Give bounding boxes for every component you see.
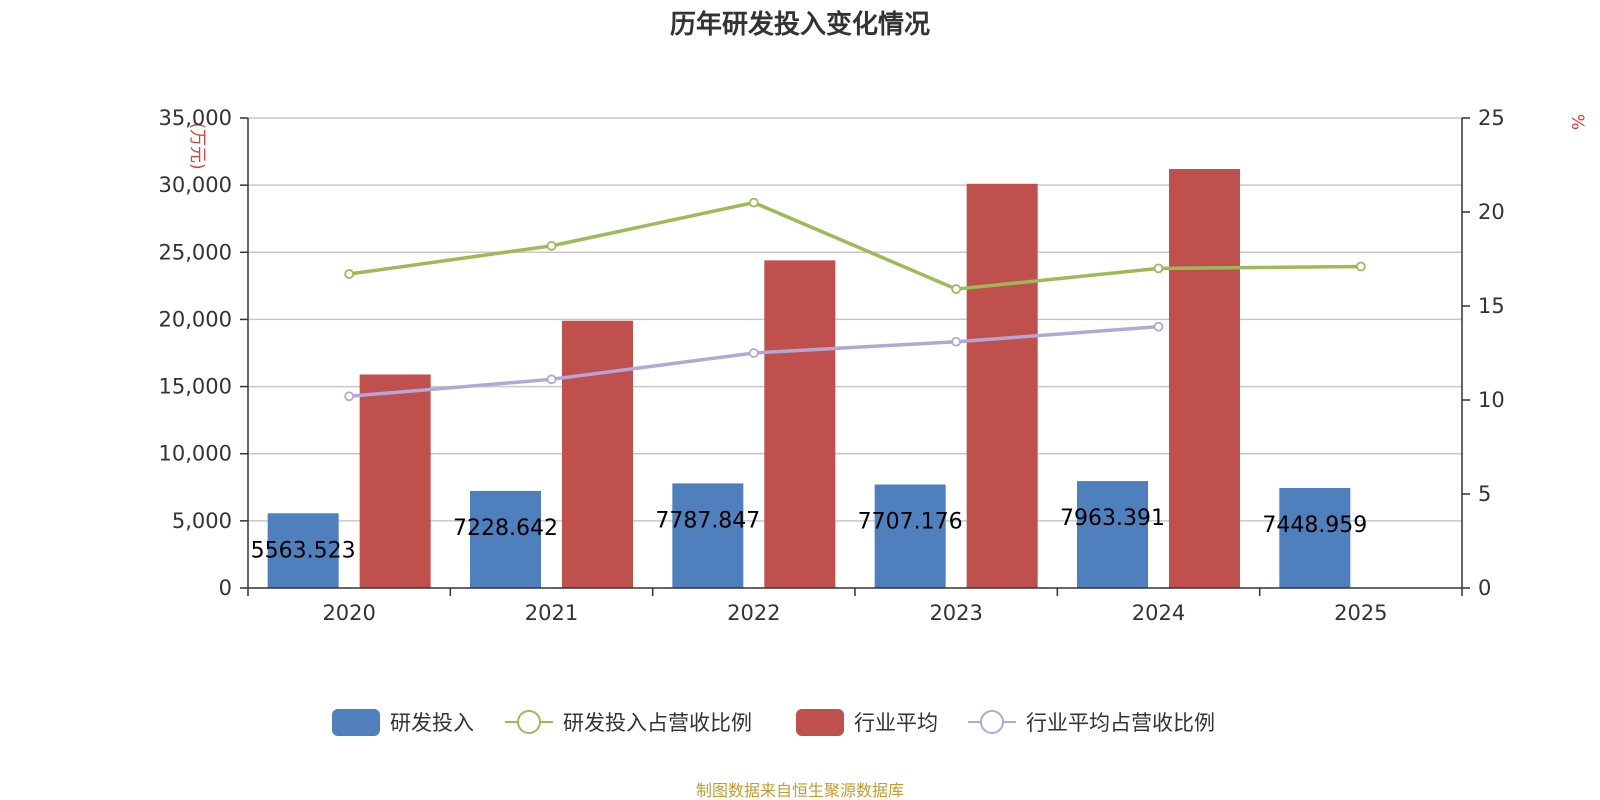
point-研发投入占营收比例 xyxy=(344,269,355,279)
right-axis-tick-label: 15 xyxy=(1478,294,1505,318)
bar-data-label: 5563.523 xyxy=(251,538,356,563)
bar-data-label: 7787.847 xyxy=(655,508,760,533)
point-研发投入占营收比例 xyxy=(748,197,759,208)
left-axis-tick-label: 15,000 xyxy=(159,375,232,399)
point-行业平均占营收比例 xyxy=(546,374,557,385)
legend-marker-行业平均占营收比例 xyxy=(980,710,1004,734)
point-行业平均占营收比例 xyxy=(748,348,759,358)
bar-行业平均-2023 xyxy=(966,183,1038,589)
bar-data-label: 7448.959 xyxy=(1262,513,1367,538)
legend-label: 研发投入 xyxy=(390,711,474,735)
right-axis-tick-label: 25 xyxy=(1478,106,1505,130)
source-note: 制图数据来自恒生聚源数据库 xyxy=(696,781,904,800)
chart-title: 历年研发投入变化情况 xyxy=(670,9,930,40)
left-axis-tick-label: 25,000 xyxy=(159,240,232,264)
right-axis-tick-label: 5 xyxy=(1478,482,1491,506)
bar-研发投入-2025 xyxy=(1279,487,1351,588)
x-axis-tick-label: 2020 xyxy=(322,601,375,625)
bar-研发投入-2024 xyxy=(1077,481,1148,588)
line-研发投入占营收比例 xyxy=(348,200,1361,291)
legend-label: 研发投入占营收比例 xyxy=(563,711,752,735)
axes: 0 5,000 10,000 15,000 20,000 25,000 30,000 35,0… xyxy=(159,106,1505,625)
point-研发投入占营收比例 xyxy=(1153,263,1164,274)
legend-swatch-研发投入 xyxy=(332,709,380,736)
right-axis-tick-label: 20 xyxy=(1478,200,1505,224)
point-行业平均占营收比例 xyxy=(951,336,962,347)
bar-data-label: 7963.391 xyxy=(1060,506,1165,531)
x-axis-tick-label: 2024 xyxy=(1132,601,1185,625)
point-研发投入占营收比例 xyxy=(951,284,962,294)
x-axis-tick-label: 2023 xyxy=(929,601,982,625)
bar-data-label: 7228.642 xyxy=(453,516,558,541)
left-axis-tick-label: 20,000 xyxy=(159,307,232,331)
left-axis-tick-label: 0 xyxy=(219,576,232,600)
x-axis-tick-label: 2022 xyxy=(727,601,780,625)
right-axis-tick-label: 10 xyxy=(1478,388,1505,412)
left-axis-tick-label: 30,000 xyxy=(159,173,232,197)
bar-研发投入-2020 xyxy=(267,513,339,588)
bar-行业平均-2022 xyxy=(764,260,836,588)
bar-研发投入-2021 xyxy=(470,490,541,588)
point-行业平均占营收比例 xyxy=(1153,321,1164,332)
legend-swatch-行业平均 xyxy=(796,709,844,736)
legend: 研发投入 研发投入占营收比例 行业平均 行业平均占营收比例 xyxy=(332,709,1215,736)
bar-data-label: 7707.176 xyxy=(858,510,963,535)
x-axis-tick-label: 2021 xyxy=(525,601,578,625)
x-axis-tick-label: 2025 xyxy=(1334,601,1387,625)
point-行业平均占营收比例 xyxy=(344,391,355,402)
legend-label: 行业平均 xyxy=(854,711,938,735)
bar-研发投入-2022 xyxy=(672,483,744,588)
left-axis-tick-label: 5,000 xyxy=(172,509,232,533)
left-axis-tick-label: 35,000 xyxy=(159,106,232,130)
right-axis-unit: % xyxy=(1567,114,1587,130)
legend-label: 行业平均占营收比例 xyxy=(1026,711,1215,735)
gridlines xyxy=(248,117,1462,522)
bars xyxy=(267,169,1351,589)
bar-行业平均-2020 xyxy=(359,374,431,588)
lines xyxy=(344,197,1366,402)
left-axis-unit: (万元) xyxy=(187,122,207,169)
left-axis-tick-label: 10,000 xyxy=(159,442,232,466)
bar-行业平均-2024 xyxy=(1169,169,1240,588)
legend-marker-研发投入占营收比例 xyxy=(517,710,541,734)
bar-行业平均-2021 xyxy=(562,320,633,588)
right-axis-tick-label: 0 xyxy=(1478,576,1491,600)
point-研发投入占营收比例 xyxy=(546,240,557,251)
data-labels: 5563.523 7228.642 7787.847 7707.176 7963.391… xyxy=(251,506,1368,563)
bar-研发投入-2023 xyxy=(874,484,946,588)
point-研发投入占营收比例 xyxy=(1355,261,1366,272)
